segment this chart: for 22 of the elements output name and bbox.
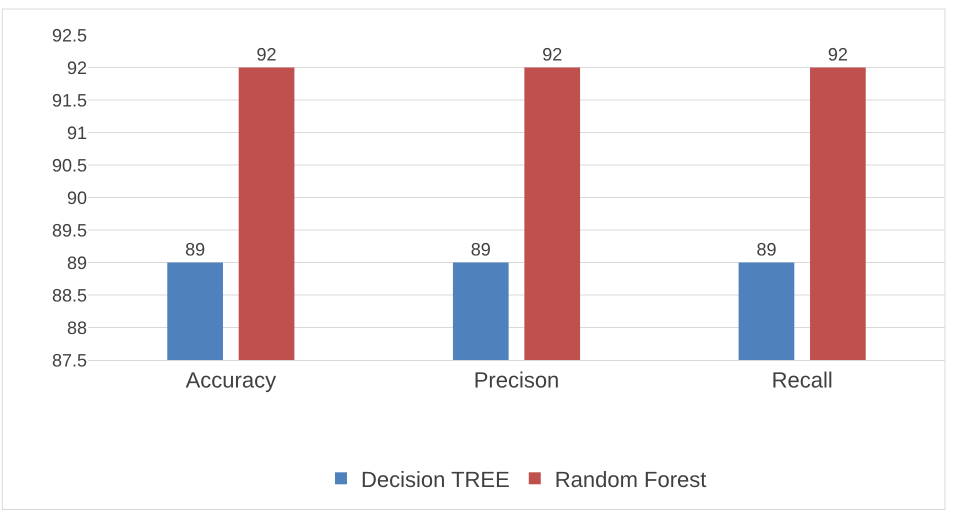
y-tick-label: 91 [66,122,87,143]
x-tick-label: Precison [474,367,560,392]
data-label: 92 [256,44,277,64]
y-tick-label: 88.5 [52,285,87,306]
y-tick-label: 92 [66,58,87,78]
legend-label: Decision TREE [361,466,510,492]
y-tick-label: 90 [66,188,87,208]
data-label: 92 [828,44,848,64]
x-tick-label: Recall [772,367,833,392]
y-tick-label: 87.5 [52,350,87,370]
data-label: 89 [470,240,491,260]
y-tick-label: 89.5 [52,220,87,240]
legend-label: Random Forest [554,466,706,492]
y-tick-label: 88 [66,318,87,338]
data-label: 89 [756,240,776,260]
y-tick-label: 91.5 [52,90,87,110]
x-tick-label: Accuracy [186,367,276,392]
y-tick-label: 90.5 [52,155,87,176]
data-label: 89 [185,240,206,260]
y-tick-label: 89 [66,252,87,273]
y-tick-label: 92.5 [52,25,87,46]
data-label: 92 [542,44,562,64]
